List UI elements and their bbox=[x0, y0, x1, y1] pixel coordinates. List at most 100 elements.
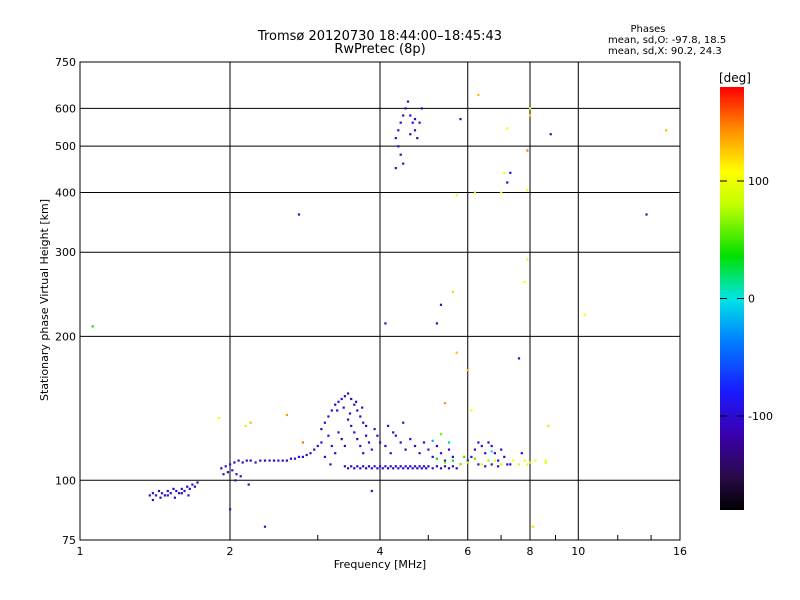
data-point bbox=[381, 467, 384, 470]
data-point bbox=[263, 459, 267, 462]
data-point bbox=[509, 171, 512, 174]
data-point bbox=[367, 441, 371, 444]
data-point bbox=[289, 457, 293, 460]
data-point bbox=[399, 441, 402, 444]
data-point bbox=[459, 463, 462, 466]
data-point bbox=[239, 475, 242, 478]
data-point bbox=[404, 107, 407, 110]
data-point bbox=[362, 452, 365, 455]
data-point bbox=[477, 93, 480, 97]
data-point bbox=[420, 107, 423, 110]
data-point bbox=[477, 463, 480, 466]
data-point bbox=[337, 400, 340, 403]
data-point bbox=[512, 459, 515, 462]
data-point bbox=[217, 417, 221, 420]
data-point bbox=[373, 428, 376, 431]
data-point bbox=[435, 444, 438, 448]
data-point bbox=[151, 492, 154, 495]
data-point bbox=[356, 438, 359, 441]
data-point bbox=[350, 465, 353, 468]
data-point bbox=[435, 457, 438, 460]
data-point bbox=[443, 461, 447, 464]
chart-title: Tromsø 20120730 18:44:00–18:45:43 bbox=[257, 29, 502, 44]
data-point bbox=[359, 415, 362, 418]
data-point bbox=[404, 465, 407, 468]
data-point bbox=[523, 280, 526, 284]
data-point bbox=[297, 213, 301, 216]
data-point bbox=[493, 459, 496, 462]
data-point bbox=[353, 467, 356, 470]
data-point bbox=[394, 167, 397, 170]
data-point bbox=[347, 418, 350, 421]
data-point bbox=[409, 133, 412, 136]
data-point bbox=[418, 121, 421, 124]
data-point bbox=[235, 473, 238, 476]
axis-ticks: 1 2 4 6 8 10 16 75 100 200 300 400 500 600 750 bbox=[55, 56, 687, 558]
data-point bbox=[350, 397, 353, 401]
data-point bbox=[305, 453, 308, 457]
data-point bbox=[402, 114, 405, 117]
data-point bbox=[431, 455, 434, 458]
data-point bbox=[376, 434, 379, 437]
data-point bbox=[330, 409, 333, 412]
data-point bbox=[455, 467, 458, 470]
data-point bbox=[233, 461, 236, 464]
data-point bbox=[334, 403, 337, 406]
data-point bbox=[399, 465, 402, 468]
data-point bbox=[493, 452, 496, 455]
y-tick-label: 750 bbox=[55, 56, 76, 69]
data-point bbox=[503, 171, 506, 174]
data-point bbox=[340, 438, 343, 441]
data-point bbox=[497, 465, 500, 468]
data-point bbox=[451, 459, 454, 462]
chart-subtitle: RwPretec (8p) bbox=[334, 42, 425, 57]
data-point bbox=[477, 441, 480, 444]
data-point bbox=[191, 483, 194, 486]
data-point bbox=[329, 463, 332, 466]
data-point bbox=[443, 465, 447, 468]
data-point bbox=[531, 525, 534, 528]
data-point bbox=[411, 121, 414, 124]
data-point bbox=[487, 441, 490, 444]
data-point bbox=[316, 444, 319, 448]
data-point bbox=[323, 421, 326, 424]
data-point bbox=[347, 392, 350, 395]
data-point bbox=[435, 322, 438, 325]
data-point bbox=[353, 431, 356, 434]
data-point bbox=[413, 129, 417, 132]
data-point bbox=[506, 127, 509, 130]
y-tick-label: 600 bbox=[55, 102, 76, 115]
data-point bbox=[370, 448, 373, 451]
data-point bbox=[500, 463, 503, 466]
data-point bbox=[359, 444, 362, 448]
data-point bbox=[320, 441, 323, 444]
data-point bbox=[484, 465, 487, 468]
y-tick-label: 200 bbox=[55, 330, 76, 343]
data-point bbox=[169, 492, 172, 495]
grid-lines bbox=[80, 62, 680, 540]
data-point bbox=[293, 457, 297, 460]
data-point bbox=[399, 153, 402, 156]
data-point bbox=[547, 424, 550, 427]
x-tick-label: 4 bbox=[377, 545, 384, 558]
data-point bbox=[455, 194, 458, 197]
data-point bbox=[313, 448, 316, 451]
data-point bbox=[523, 459, 526, 462]
data-point bbox=[439, 452, 443, 455]
colorbar-tick-label: -100 bbox=[748, 410, 773, 423]
data-point bbox=[427, 448, 430, 451]
data-point bbox=[249, 421, 252, 424]
data-point bbox=[397, 145, 400, 148]
data-point bbox=[473, 448, 476, 451]
data-point bbox=[180, 487, 183, 490]
data-point bbox=[447, 441, 451, 444]
data-point bbox=[387, 424, 390, 427]
data-point bbox=[406, 100, 410, 103]
data-point bbox=[355, 400, 358, 403]
data-point bbox=[157, 489, 161, 493]
data-point bbox=[534, 459, 537, 462]
data-point bbox=[447, 448, 451, 451]
data-point bbox=[229, 463, 232, 466]
data-point bbox=[342, 406, 345, 409]
